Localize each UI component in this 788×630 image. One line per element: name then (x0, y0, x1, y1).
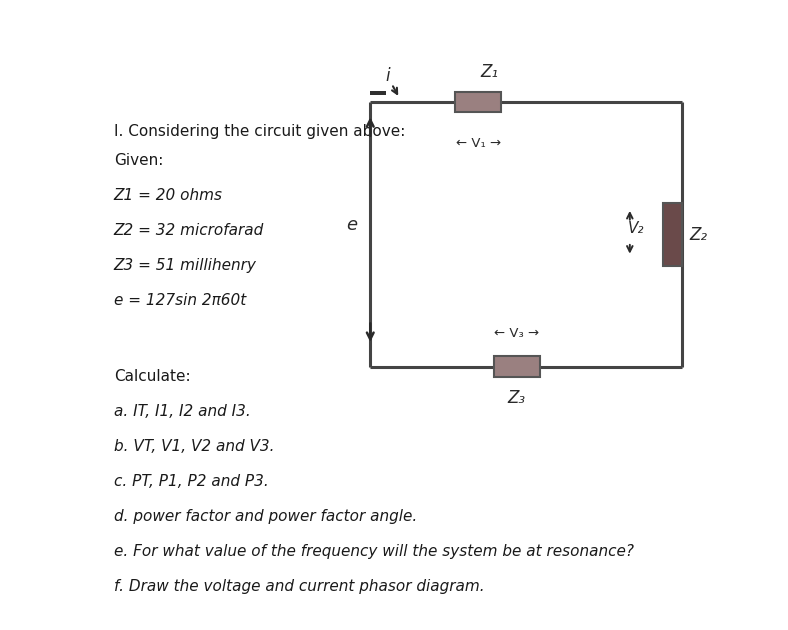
Text: Given:: Given: (113, 153, 163, 168)
Text: f. Draw the voltage and current phasor diagram.: f. Draw the voltage and current phasor d… (113, 578, 485, 593)
Text: Calculate:: Calculate: (113, 369, 191, 384)
Text: e. For what value of the frequency will the system be at resonance?: e. For what value of the frequency will … (113, 544, 634, 559)
Bar (663, 203, 682, 266)
Text: e: e (347, 215, 358, 234)
Text: d. power factor and power factor angle.: d. power factor and power factor angle. (113, 509, 417, 524)
Text: b. VT, V1, V2 and V3.: b. VT, V1, V2 and V3. (113, 439, 274, 454)
Text: ← V₃ →: ← V₃ → (494, 327, 540, 340)
Text: a. IT, I1, I2 and I3.: a. IT, I1, I2 and I3. (113, 404, 251, 419)
Text: I. Considering the circuit given above:: I. Considering the circuit given above: (113, 124, 405, 139)
Text: e = 127sin 2π60t: e = 127sin 2π60t (113, 293, 246, 308)
Text: ← V₁ →: ← V₁ → (455, 137, 501, 150)
Text: V₂: V₂ (628, 221, 644, 236)
Text: Z₁: Z₁ (481, 63, 498, 81)
Text: Z1 = 20 ohms: Z1 = 20 ohms (113, 188, 223, 203)
Text: Z3 = 51 millihenry: Z3 = 51 millihenry (113, 258, 257, 273)
Text: c. PT, P1, P2 and P3.: c. PT, P1, P2 and P3. (113, 474, 269, 489)
Text: Z₂: Z₂ (690, 226, 708, 244)
Text: Z₃: Z₃ (507, 389, 526, 407)
Text: i: i (385, 67, 390, 84)
Text: Z2 = 32 microfarad: Z2 = 32 microfarad (113, 223, 264, 238)
Bar (494, 357, 540, 377)
Bar (455, 92, 501, 113)
